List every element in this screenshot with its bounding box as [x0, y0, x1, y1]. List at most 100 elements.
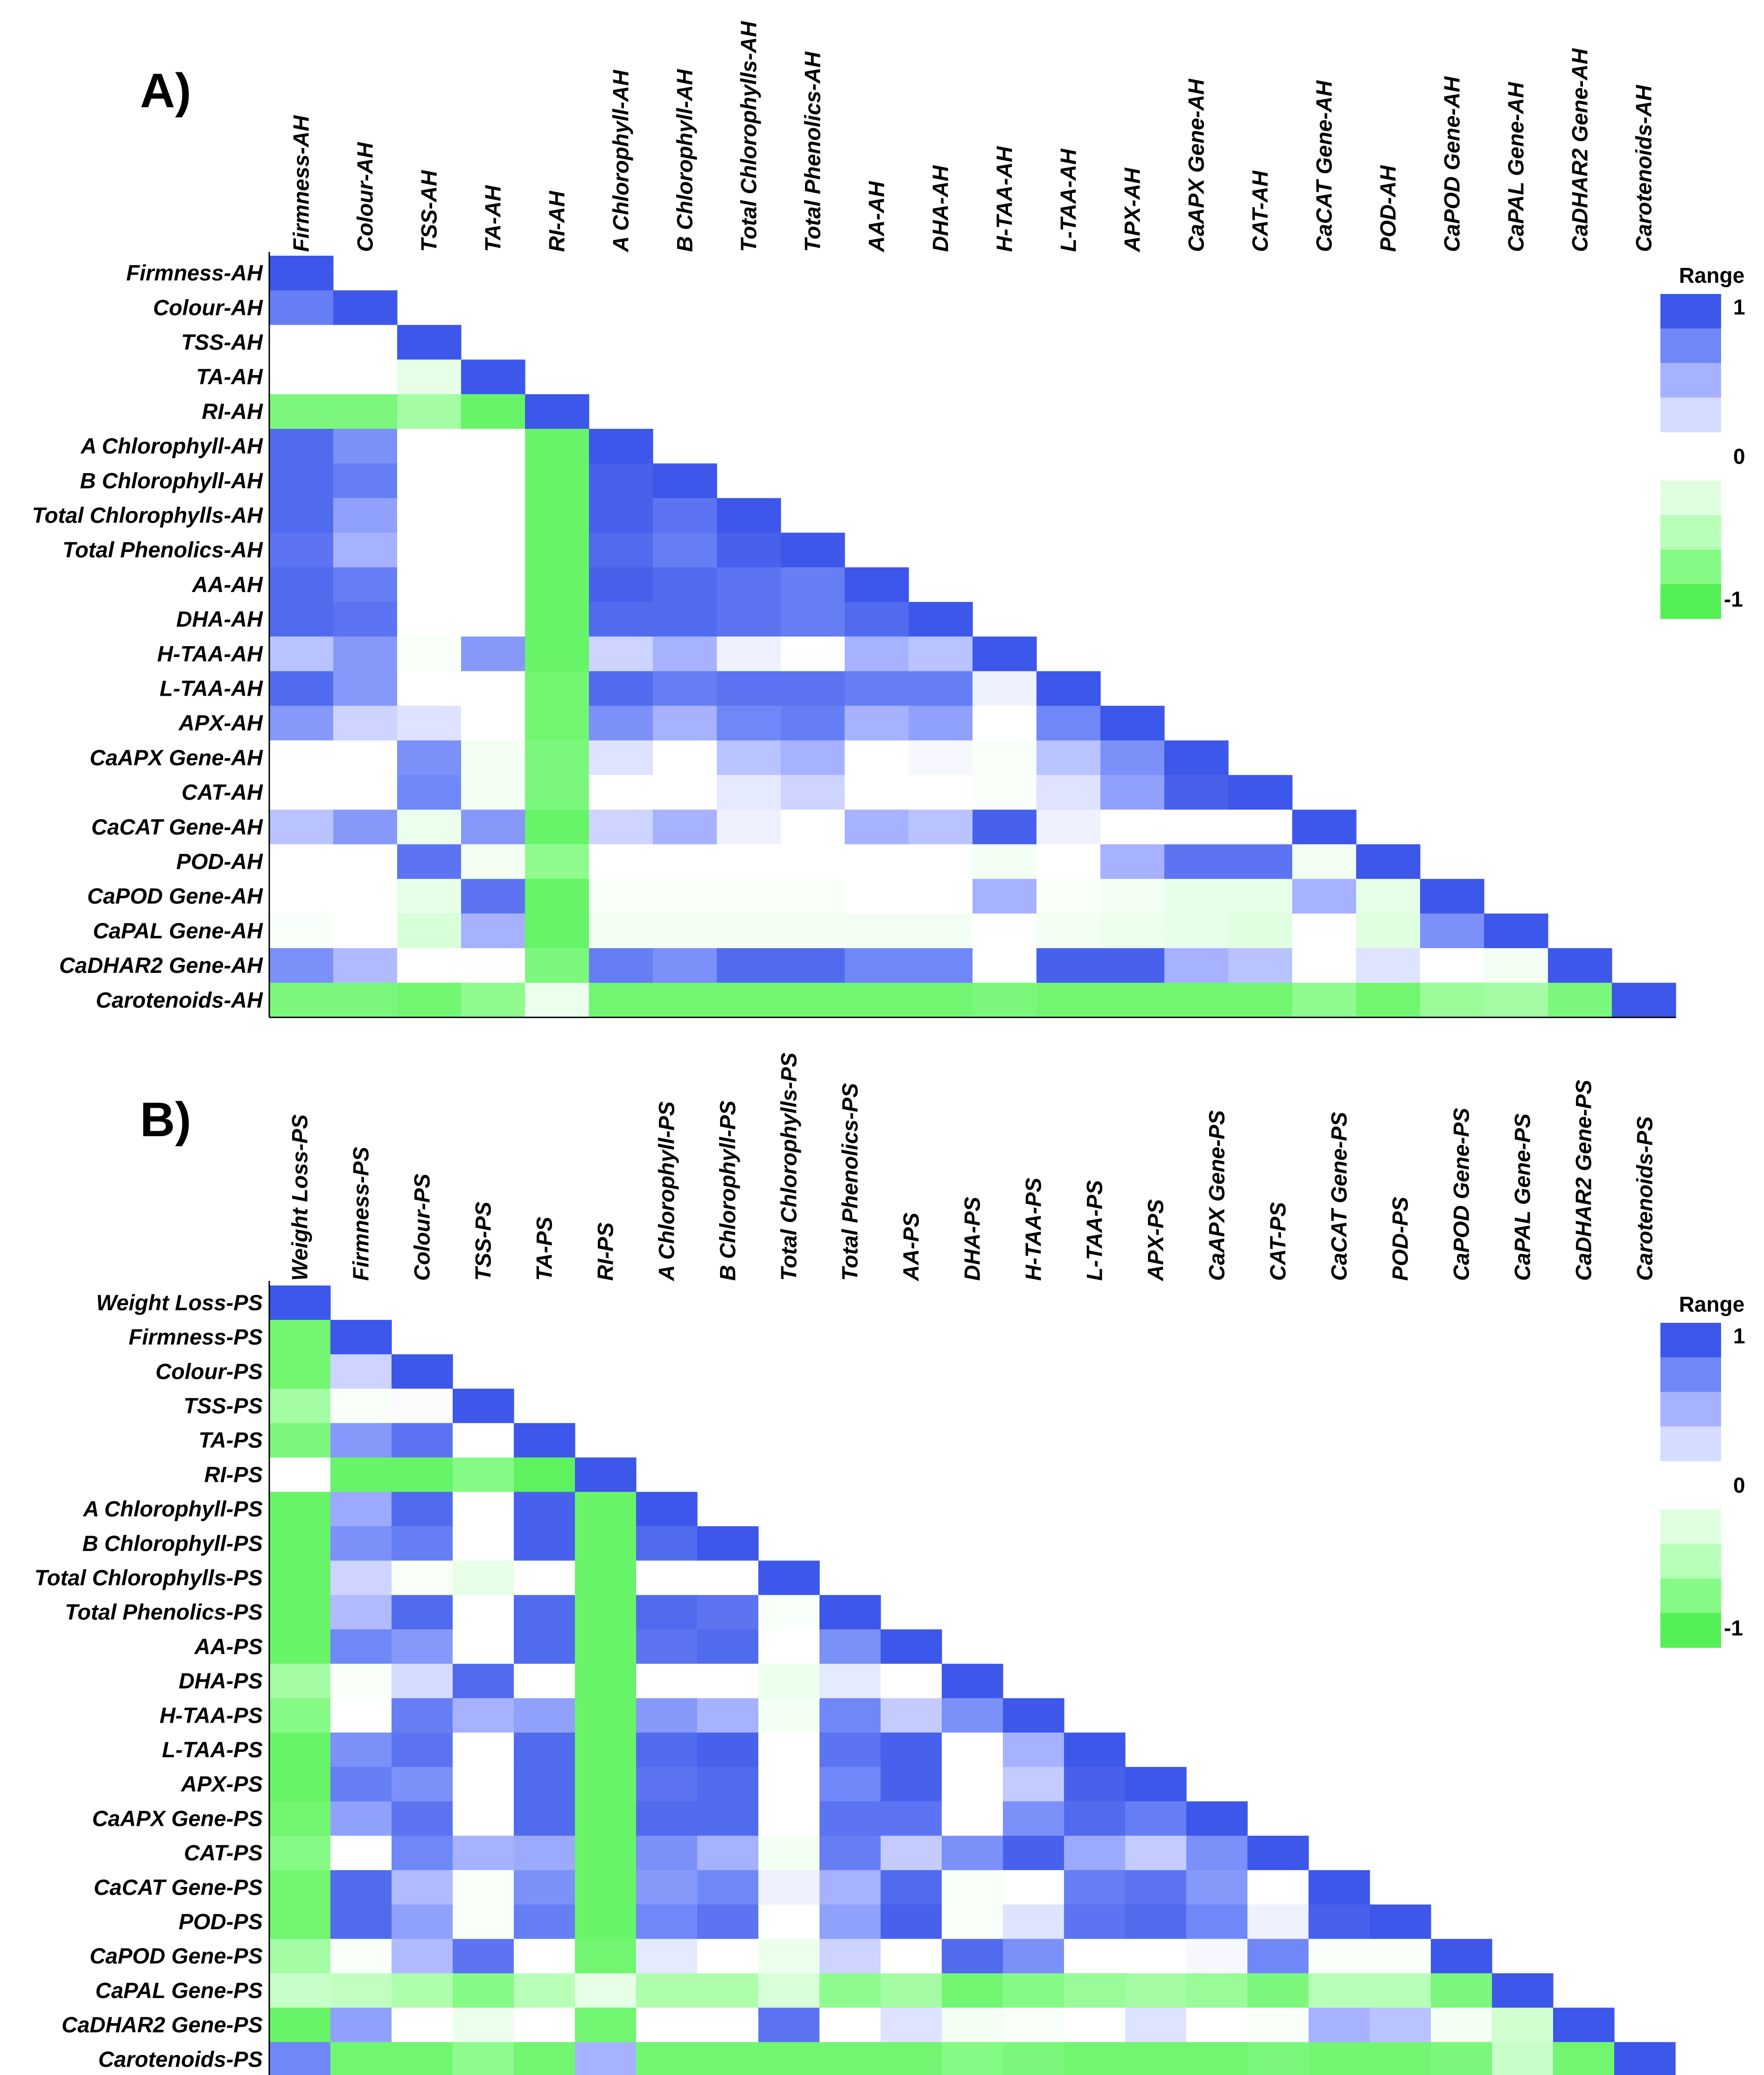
heatmap-cell-6-0 [269, 463, 334, 498]
row-label: L-TAA-PS [162, 1737, 263, 1762]
heatmap-cell-6-0 [269, 1492, 331, 1527]
heatmap-cell-19-7 [717, 913, 781, 949]
heatmap-cell-15-8 [781, 775, 845, 810]
heatmap-cell-10-6 [636, 1629, 698, 1664]
heatmap-cell-14-13 [1064, 1767, 1126, 1802]
column-label: AA-AH [864, 181, 889, 252]
heatmap-cell-20-12 [1036, 948, 1101, 983]
heatmap-cell-6-1 [333, 463, 398, 498]
heatmap-cell-20-11 [973, 948, 1037, 983]
heatmap-cell-22-10 [881, 2042, 942, 2075]
heatmap-cell-5-3 [453, 1457, 514, 1492]
heatmap-cell-17-0 [269, 844, 334, 880]
heatmap-cell-7-3 [453, 1526, 514, 1561]
heatmap-cell-15-0 [269, 1801, 331, 1836]
heatmap-cell-12-12 [1036, 671, 1101, 706]
row-label: A Chlorophyll-PS [83, 1496, 263, 1521]
heatmap-cell-21-16 [1292, 983, 1357, 1018]
heatmap-cell-12-4 [525, 671, 589, 706]
heatmap-cell-17-6 [636, 1870, 698, 1905]
legend-swatch [1660, 515, 1721, 550]
heatmap-cell-17-17 [1309, 1870, 1370, 1905]
heatmap-cell-18-3 [453, 1904, 514, 1939]
column-label: TA-AH [481, 185, 505, 252]
heatmap-cell-18-8 [781, 879, 845, 914]
column-label: Firmness-AH [289, 115, 314, 252]
heatmap-cell-18-13 [1064, 1904, 1126, 1939]
heatmap-cell-11-8 [758, 1663, 820, 1698]
heatmap-cell-7-1 [333, 498, 398, 533]
heatmap-cell-13-11 [942, 1733, 1003, 1768]
column-label: TSS-AH [417, 170, 441, 252]
heatmap-cell-11-1 [333, 636, 398, 671]
column-label: CaCAT Gene-AH [1312, 80, 1337, 252]
heatmap-cell-13-6 [636, 1733, 698, 1768]
heatmap-cell-18-16 [1247, 1904, 1309, 1939]
heatmap-cell-21-9 [819, 2007, 881, 2042]
heatmap-cell-16-4 [514, 1836, 575, 1871]
heatmap-cell-11-4 [525, 636, 589, 671]
legend-max-label: 1 [1733, 1324, 1745, 1348]
heatmap-cell-11-3 [461, 636, 525, 671]
heatmap-cell-18-1 [333, 879, 398, 914]
row-label: TA-PS [198, 1428, 263, 1453]
heatmap-cell-3-0 [269, 1389, 331, 1424]
heatmap-cell-18-12 [1036, 879, 1101, 914]
heatmap-cell-9-4 [525, 567, 589, 602]
heatmap-cell-20-20 [1492, 1973, 1554, 2008]
heatmap-cell-21-10 [881, 2007, 942, 2042]
heatmap-cell-18-6 [653, 879, 717, 914]
column-label: CAT-AH [1248, 170, 1273, 252]
heatmap-cell-11-9 [819, 1663, 881, 1698]
row-label: H-TAA-AH [157, 641, 263, 666]
heatmap-cell-22-5 [575, 2042, 637, 2075]
heatmap-cell-4-4 [514, 1423, 575, 1458]
heatmap-cell-19-17 [1356, 913, 1421, 949]
heatmap-cell-1-1 [333, 290, 398, 325]
heatmap-cell-15-12 [1003, 1801, 1064, 1836]
column-label: Total Phenolics-PS [838, 1083, 862, 1281]
heatmap-cell-16-9 [845, 810, 909, 845]
column-label: DHA-PS [960, 1197, 985, 1281]
heatmap-cell-22-9 [819, 2042, 881, 2075]
heatmap-cell-22-20 [1492, 2042, 1554, 2075]
heatmap-cell-21-3 [453, 2007, 514, 2042]
heatmap-cell-13-1 [333, 706, 398, 741]
heatmap-cell-19-6 [653, 913, 717, 949]
heatmap-cell-6-6 [636, 1492, 698, 1527]
heatmap-cell-20-0 [269, 948, 334, 983]
heatmap-cell-5-3 [461, 429, 525, 464]
heatmap-cell-18-0 [269, 879, 334, 914]
heatmap-cell-5-4 [514, 1457, 575, 1492]
heatmap-cell-12-11 [942, 1698, 1003, 1733]
heatmap-cell-13-6 [653, 706, 717, 741]
heatmap-cell-16-6 [653, 810, 717, 845]
heatmap-cell-17-10 [909, 844, 973, 880]
heatmap-cell-8-6 [653, 532, 717, 568]
column-label: CaAPX Gene-AH [1184, 78, 1209, 252]
heatmap-cell-17-7 [717, 844, 781, 880]
column-label: POD-PS [1388, 1197, 1413, 1281]
heatmap-cell-19-11 [942, 1939, 1003, 1974]
heatmap-cell-12-7 [697, 1698, 759, 1733]
heatmap-cell-19-14 [1125, 1939, 1187, 1974]
heatmap-cell-14-5 [575, 1767, 637, 1802]
heatmap-cell-17-2 [397, 844, 462, 880]
column-label: H-TAA-PS [1021, 1178, 1046, 1281]
heatmap-cell-20-18 [1370, 1973, 1431, 2008]
heatmap-cell-13-8 [781, 706, 845, 741]
heatmap-cell-20-9 [845, 948, 909, 983]
heatmap-cell-15-0 [269, 775, 334, 810]
heatmap-cell-16-12 [1003, 1836, 1064, 1871]
heatmap-cell-20-14 [1125, 1973, 1187, 2008]
heatmap-cell-6-3 [453, 1492, 514, 1527]
heatmap-cell-21-17 [1356, 983, 1421, 1018]
heatmap-cell-12-4 [514, 1698, 575, 1733]
heatmap-cell-7-7 [717, 498, 781, 533]
heatmap-cell-11-0 [269, 636, 334, 671]
heatmap-cell-12-1 [330, 1698, 392, 1733]
heatmap-cell-10-8 [758, 1629, 820, 1664]
heatmap-cell-21-18 [1420, 983, 1484, 1018]
heatmap-cell-11-4 [514, 1663, 575, 1698]
heatmap-cell-10-3 [453, 1629, 514, 1664]
